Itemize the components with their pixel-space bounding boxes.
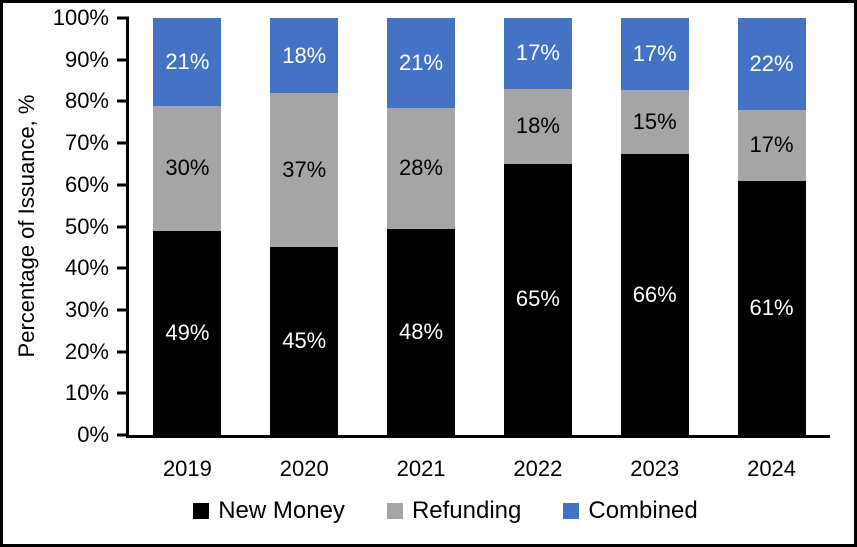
bar-segment-new-money: 65% [503, 163, 572, 435]
x-axis-label-2020: 2020 [279, 456, 329, 481]
y-tick-mark [117, 433, 129, 437]
bar-group-2021: 21% 28% 48% [363, 18, 480, 435]
legend-swatch-new-money [193, 503, 210, 519]
plot-area: 21% 30% 49% 18% 37% 45% 21% 28% 48% 17% 18% 65% 17% 1… [126, 18, 830, 438]
y-tick-label: 50% [64, 213, 109, 239]
bar-segment-refunding: 37% [270, 93, 339, 248]
y-tick-mark [117, 225, 129, 228]
y-tick-label: 90% [64, 46, 109, 72]
stacked-bar-2024: 22% 17% 61% [737, 18, 806, 435]
bar-segment-combined: 21% [387, 18, 456, 109]
bar-segment-new-money: 66% [620, 154, 689, 435]
legend-label: Combined [588, 497, 698, 524]
bar-segment-combined: 17% [503, 18, 572, 89]
stacked-bar-2023: 17% 15% 66% [620, 18, 689, 435]
x-axis-label-2023: 2023 [630, 456, 680, 481]
y-tick-mark [117, 141, 129, 145]
legend-swatch-combined [563, 503, 580, 519]
bar-group-2022: 17% 18% 65% [479, 18, 596, 435]
bar-group-2023: 17% 15% 66% [596, 18, 713, 435]
bar-segment-combined: 21% [153, 18, 222, 106]
bar-segment-refunding: 18% [503, 88, 572, 164]
y-tick-label: 40% [64, 255, 109, 281]
x-axis-label-2021: 2021 [396, 456, 446, 481]
bar-group-2020: 18% 37% 45% [246, 18, 363, 435]
y-tick-label: 80% [64, 88, 109, 114]
bar-segment-refunding: 30% [153, 105, 222, 231]
y-tick-label: 30% [64, 296, 109, 322]
bar-segment-refunding: 15% [620, 90, 689, 155]
y-tick-label: 100% [52, 5, 109, 30]
bar-segment-combined: 22% [737, 18, 806, 110]
bar-segment-refunding: 28% [387, 108, 456, 229]
legend-swatch-refunding [386, 503, 403, 519]
bar-segment-new-money: 48% [387, 228, 456, 435]
y-tick-label: 10% [64, 380, 109, 406]
y-tick-label: 60% [64, 171, 109, 197]
y-tick-mark [117, 183, 129, 187]
legend-item-new-money: New Money [193, 497, 345, 525]
y-axis: 0% 10% 20% 30% 40% 50% 60% 70% 80% 90% 100% [3, 3, 129, 544]
legend-label: Refunding [411, 497, 522, 524]
y-tick-mark [117, 58, 129, 62]
y-tick-mark [117, 266, 129, 270]
bar-segment-new-money: 61% [737, 180, 806, 435]
bar-segment-new-money: 49% [153, 230, 222, 435]
bar-group-2024: 22% 17% 61% [713, 18, 830, 435]
stacked-bar-2021: 21% 28% 48% [387, 18, 456, 435]
y-tick-label: 70% [64, 130, 109, 156]
legend-item-refunding: Refunding [386, 497, 522, 525]
x-axis-label-2022: 2022 [513, 456, 563, 481]
legend-label: New Money [218, 497, 345, 524]
y-tick-mark [117, 16, 129, 20]
stacked-bar-2019: 21% 30% 49% [153, 18, 222, 435]
y-tick-label: 20% [64, 338, 109, 364]
y-tick-label: 0% [77, 422, 109, 447]
stacked-bar-2022: 17% 18% 65% [503, 18, 572, 435]
bar-segment-refunding: 17% [737, 109, 806, 181]
y-tick-mark [117, 308, 129, 312]
legend: New Money Refunding Combined [3, 497, 854, 525]
x-axis-label-2019: 2019 [162, 456, 212, 481]
bar-group-2019: 21% 30% 49% [129, 18, 246, 435]
bar-segment-new-money: 45% [270, 247, 339, 435]
y-tick-mark [117, 391, 129, 395]
y-tick-mark [117, 99, 129, 103]
stacked-bar-2020: 18% 37% 45% [270, 18, 339, 435]
bar-segment-combined: 18% [270, 18, 339, 94]
x-axis-labels: 2019 2020 2021 2022 2023 2024 [129, 456, 830, 482]
x-axis-label-2024: 2024 [747, 456, 797, 481]
bar-segment-combined: 17% [620, 18, 689, 91]
y-tick-mark [117, 350, 129, 354]
legend-item-combined: Combined [563, 497, 698, 525]
